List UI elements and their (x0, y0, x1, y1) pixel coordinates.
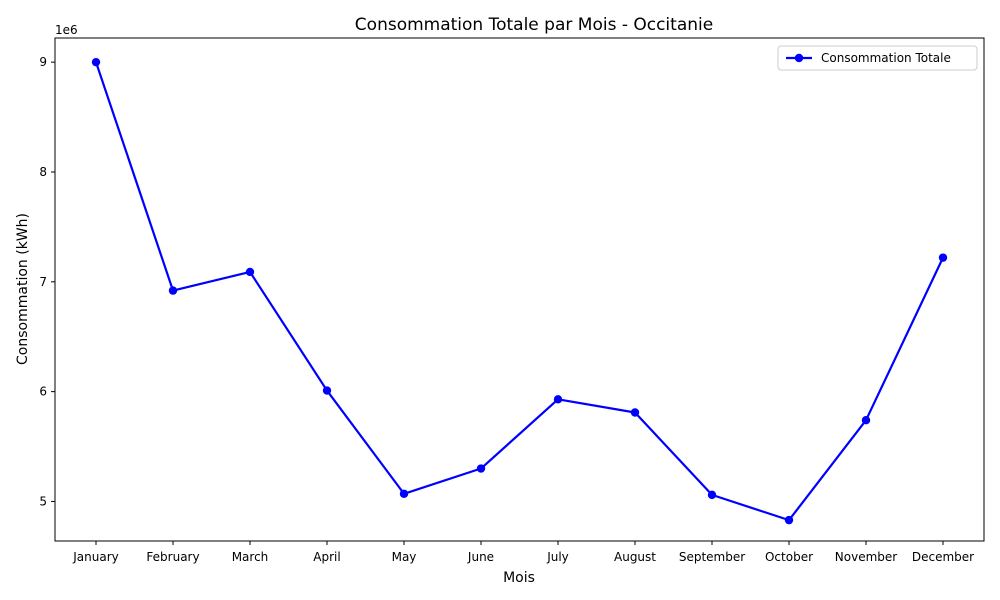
x-tick-label: July (546, 550, 569, 564)
data-point (168, 286, 178, 295)
x-tick-label: October (765, 550, 813, 564)
legend: Consommation Totale (777, 45, 978, 71)
x-tick-label: September (679, 550, 745, 564)
y-tick-label: 9 (39, 55, 47, 69)
data-point (861, 415, 871, 425)
x-tick-label: December (912, 550, 974, 564)
data-point (399, 489, 409, 498)
x-tick-label: November (835, 550, 897, 564)
x-tick-label: February (146, 550, 199, 564)
y-tick-label: 8 (39, 165, 47, 179)
y-tick-label: 5 (39, 494, 47, 508)
data-point (553, 395, 563, 404)
series-line (94, 61, 944, 522)
data-point (322, 386, 332, 395)
x-tick-label: June (467, 550, 494, 564)
y-tick-label: 6 (39, 385, 47, 399)
y-axis-label: Consommation (kWh) (15, 213, 31, 365)
x-tick-label: March (232, 550, 269, 564)
data-point (938, 253, 948, 262)
data-point (245, 267, 255, 277)
y-tick-label: 7 (39, 275, 47, 289)
data-point (91, 57, 101, 67)
x-tick-label: August (614, 550, 656, 564)
data-point (707, 490, 717, 500)
y-axis-offset-label: 1e6 (55, 23, 78, 37)
legend-box (777, 45, 978, 71)
x-tick-label: January (72, 550, 119, 564)
chart-title: Consommation Totale par Mois - Occitanie (355, 15, 713, 35)
plot-frame (54, 37, 985, 542)
legend-marker (794, 53, 804, 63)
x-tick-label: April (313, 550, 340, 564)
plot-area: 5 6 7 8 9 January February March April May June Jul… (39, 37, 985, 564)
data-point (784, 515, 794, 525)
data-point (476, 464, 486, 473)
data-point (630, 408, 640, 417)
x-axis-label: Mois (503, 570, 535, 586)
legend-label: Consommation Totale (821, 51, 951, 65)
x-tick-label: May (392, 550, 417, 564)
